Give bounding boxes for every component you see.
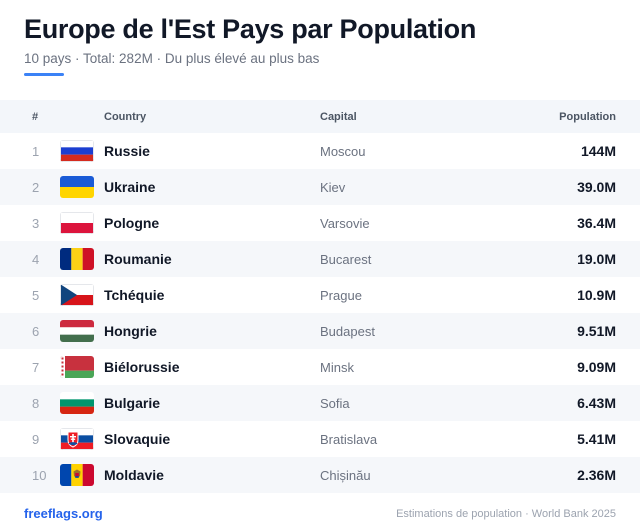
capital-cell: Kiev [320, 179, 346, 195]
column-header-country: Country [104, 110, 147, 123]
population-cell: 2.36M [577, 467, 616, 483]
rank-cell: 1 [32, 143, 40, 159]
capital-cell: Budapest [320, 323, 375, 339]
capital-cell: Prague [320, 287, 362, 303]
table-header-row: # Country Capital Population [0, 100, 640, 133]
rank-cell: 3 [32, 215, 40, 231]
population-cell: 39.0M [577, 179, 616, 195]
bulgaria-flag-icon [60, 392, 94, 414]
population-cell: 36.4M [577, 215, 616, 231]
column-header-population: Population [559, 110, 616, 123]
russia-flag-icon [60, 140, 94, 162]
country-cell: Russie [104, 143, 150, 159]
column-header-rank: # [32, 110, 39, 123]
country-cell: Hongrie [104, 323, 157, 339]
country-cell: Tchéquie [104, 287, 165, 303]
rank-cell: 7 [32, 359, 40, 375]
capital-cell: Varsovie [320, 215, 370, 231]
column-header-capital: Capital [320, 110, 357, 123]
poland-flag-icon [60, 212, 94, 234]
page-subtitle: 10 pays · Total: 282M · Du plus élevé au… [24, 51, 320, 66]
table-row: 10 Moldavie Chișinău 2.36M [0, 457, 640, 493]
table-row: 3 Pologne Varsovie 36.4M [0, 205, 640, 241]
table-row: 7 Biélorussie Minsk 9.09M [0, 349, 640, 385]
page-header: Europe de l'Est Pays par Population 10 p… [24, 12, 616, 76]
rank-cell: 6 [32, 323, 40, 339]
capital-cell: Minsk [320, 359, 354, 375]
country-cell: Moldavie [104, 467, 164, 483]
population-cell: 5.41M [577, 431, 616, 447]
page-footer: freeflags.org Estimations de population … [24, 506, 616, 521]
country-cell: Bulgarie [104, 395, 161, 411]
hungary-flag-icon [60, 320, 94, 342]
country-cell: Biélorussie [104, 359, 180, 375]
moldova-flag-icon [60, 464, 94, 486]
source-note: Estimations de population · World Bank 2… [396, 507, 616, 520]
rank-cell: 10 [32, 467, 47, 483]
czechia-flag-icon [60, 284, 94, 306]
capital-cell: Moscou [320, 143, 366, 159]
capital-cell: Bratislava [320, 431, 378, 447]
population-cell: 9.51M [577, 323, 616, 339]
capital-cell: Bucarest [320, 251, 372, 267]
table-row: 4 Roumanie Bucarest 19.0M [0, 241, 640, 277]
population-cell: 144M [580, 143, 616, 159]
table-row: 5 Tchéquie Prague 10.9M [0, 277, 640, 313]
table-row: 6 Hongrie Budapest 9.51M [0, 313, 640, 349]
slovakia-flag-icon [60, 428, 94, 450]
population-table: # Country Capital Population 1 Russie Mo… [0, 100, 640, 493]
country-cell: Slovaquie [104, 431, 171, 447]
table-row: 2 Ukraine Kiev 39.0M [0, 169, 640, 205]
ukraine-flag-icon [60, 176, 94, 198]
rank-cell: 5 [32, 287, 40, 303]
brand-link[interactable]: freeflags.org [24, 506, 103, 521]
belarus-flag-icon [60, 356, 94, 378]
rank-cell: 2 [32, 179, 40, 195]
country-cell: Roumanie [104, 251, 172, 267]
country-cell: Ukraine [104, 179, 156, 195]
rank-cell: 4 [32, 251, 40, 267]
country-cell: Pologne [104, 215, 160, 231]
rank-cell: 9 [32, 431, 40, 447]
population-cell: 10.9M [577, 287, 616, 303]
title-accent-bar [24, 73, 64, 76]
page-title: Europe de l'Est Pays par Population [24, 14, 477, 44]
capital-cell: Chișinău [320, 467, 371, 483]
table-row: 1 Russie Moscou 144M [0, 133, 640, 169]
table-row: 8 Bulgarie Sofia 6.43M [0, 385, 640, 421]
population-cell: 9.09M [577, 359, 616, 375]
romania-flag-icon [60, 248, 94, 270]
table-row: 9 Slovaquie Bratislava 5.41M [0, 421, 640, 457]
rank-cell: 8 [32, 395, 40, 411]
capital-cell: Sofia [320, 395, 350, 411]
population-cell: 19.0M [577, 251, 616, 267]
population-cell: 6.43M [577, 395, 616, 411]
